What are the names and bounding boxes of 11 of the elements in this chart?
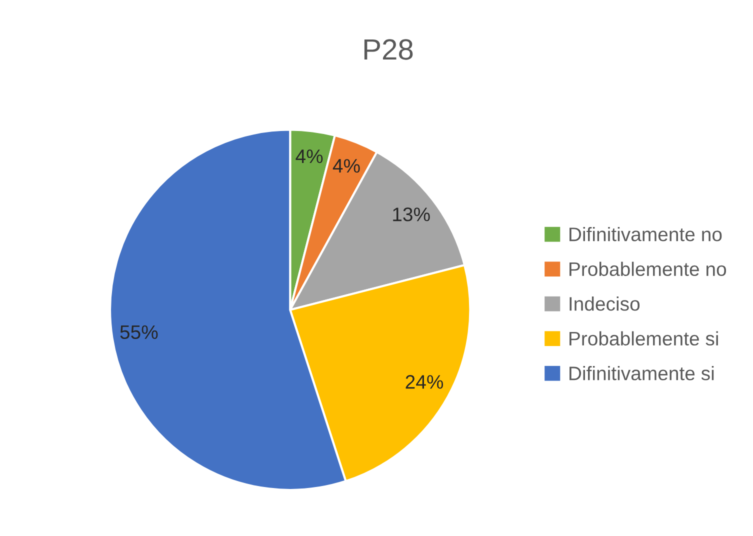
chart-title: P28 [364, 39, 413, 60]
data-label: 4% [332, 159, 360, 173]
legend-label: Probablemente no [570, 262, 726, 276]
data-label: 13% [393, 207, 430, 222]
legend-label: Probablemente si [570, 331, 718, 346]
legend-label: Indeciso [570, 296, 640, 311]
data-label: 24% [406, 375, 444, 389]
data-label: 4% [296, 150, 323, 164]
legend-label: Difinitivamente si [570, 366, 714, 380]
legend-label: Difinitivamente no [570, 226, 722, 242]
data-label: 55% [120, 325, 158, 340]
